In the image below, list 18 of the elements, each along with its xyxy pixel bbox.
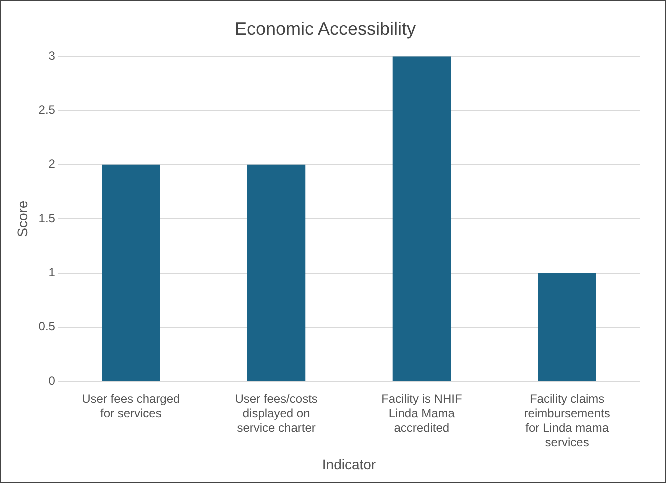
x-tick-label: Facility claims reimbursements for Linda mama services — [524, 392, 610, 450]
bar — [247, 164, 306, 382]
y-tick-label: 1.5 — [38, 211, 56, 226]
bar — [102, 164, 160, 382]
x-tick-label: User fees charged for services — [82, 392, 180, 421]
x-tick-label: User fees/costs displayed on service charter — [235, 392, 318, 435]
x-axis-title: Indicator — [322, 456, 376, 472]
y-tick-label: 0.5 — [38, 320, 56, 334]
y-tick-label: 2.5 — [38, 103, 56, 118]
y-tick-label: 1 — [48, 266, 56, 280]
y-axis-title: Score — [14, 200, 30, 238]
bar — [538, 273, 596, 382]
x-tick-label: Facility is NHIF Linda Mama accredited — [382, 392, 462, 435]
y-tick-label: 3 — [48, 48, 56, 63]
chart-title: Economic Accessibility — [234, 18, 416, 39]
y-tick-label: 0 — [48, 374, 56, 388]
bar — [392, 56, 452, 382]
y-tick-label: 2 — [48, 157, 56, 172]
